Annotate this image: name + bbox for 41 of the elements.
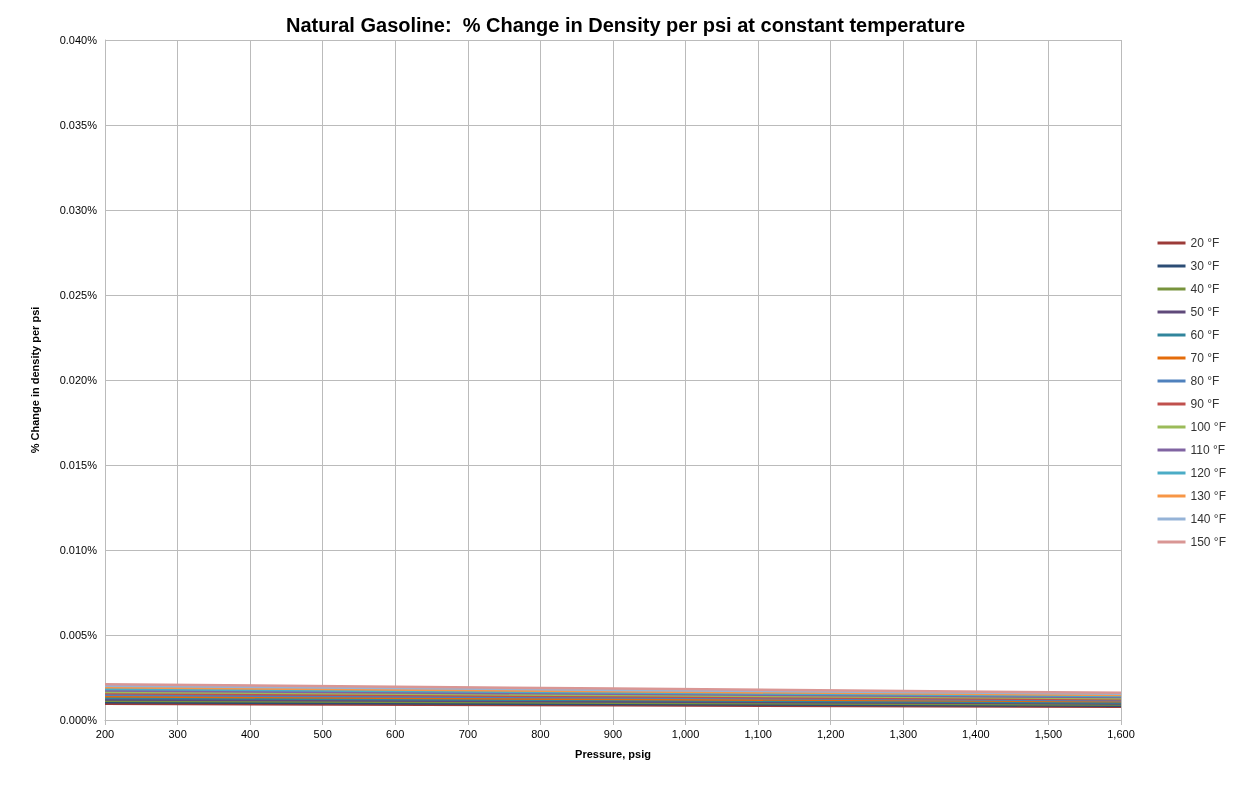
x-tick-label: 1,000 <box>671 727 700 740</box>
legend-label: 140 °F <box>1190 512 1226 526</box>
y-tick-label: 0.040% <box>59 34 98 46</box>
legend-label: 80 °F <box>1190 374 1220 388</box>
x-tick-label: 900 <box>603 727 623 740</box>
legend-label: 60 °F <box>1190 328 1220 342</box>
x-tick-label: 600 <box>386 727 405 740</box>
legend-label: 50 °F <box>1190 305 1220 319</box>
y-tick-label: 0.005% <box>59 629 98 641</box>
x-tick-label: 1,300 <box>889 727 918 740</box>
legend-label: 30 °F <box>1190 259 1220 273</box>
y-tick-label: 0.010% <box>59 544 98 556</box>
x-tick-label: 200 <box>95 727 115 740</box>
x-tick-label: 500 <box>313 727 332 740</box>
y-tick-label: 0.025% <box>59 289 98 301</box>
legend-label: 20 °F <box>1190 236 1220 250</box>
y-tick-label: 0.015% <box>59 459 98 471</box>
x-tick-label: 1,400 <box>962 727 990 740</box>
y-tick-label: 0.000% <box>59 714 98 726</box>
x-tick-label: 800 <box>531 727 550 740</box>
legend-label: 40 °F <box>1190 282 1220 296</box>
x-tick-label: 1,100 <box>744 727 772 740</box>
legend-label: 70 °F <box>1190 351 1220 365</box>
legend-label: 130 °F <box>1190 489 1226 503</box>
chart-title: Natural Gasoline: % Change in Density per psi at constant temperature <box>285 14 966 36</box>
y-tick-label: 0.035% <box>59 119 98 131</box>
legend-label: 150 °F <box>1190 535 1226 549</box>
legend-label: 100 °F <box>1190 420 1226 434</box>
legend-label: 110 °F <box>1190 443 1226 457</box>
y-tick-label: 0.030% <box>59 204 98 216</box>
x-tick-label: 1,500 <box>1034 727 1063 740</box>
x-tick-label: 1,600 <box>1107 727 1135 740</box>
x-tick-label: 700 <box>458 727 478 740</box>
x-tick-label: 400 <box>240 727 260 740</box>
x-axis-title: Pressure, psig <box>575 747 651 760</box>
legend-label: 120 °F <box>1190 466 1226 480</box>
legend-label: 90 °F <box>1190 397 1220 411</box>
y-axis-title: % Change in density per psi <box>28 306 41 454</box>
x-tick-label: 1,200 <box>816 727 845 740</box>
y-tick-label: 0.020% <box>59 374 98 386</box>
x-tick-label: 300 <box>168 727 187 740</box>
